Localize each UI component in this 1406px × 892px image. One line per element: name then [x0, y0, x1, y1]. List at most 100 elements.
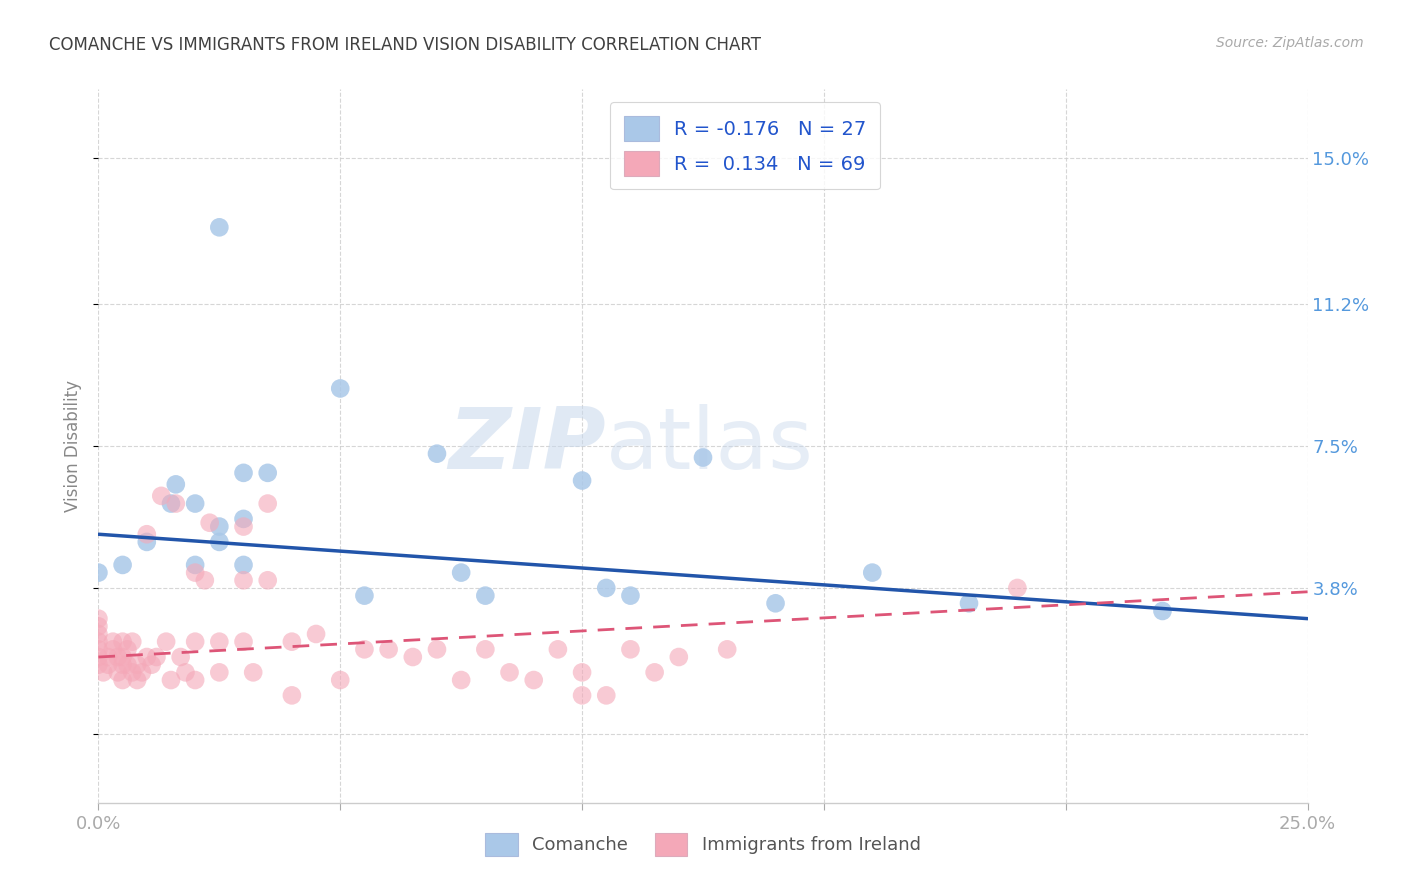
Point	[232, 634, 254, 648]
Point	[595, 689, 617, 703]
Point	[281, 634, 304, 648]
Point	[101, 634, 124, 648]
Text: atlas: atlas	[606, 404, 814, 488]
Point	[571, 665, 593, 680]
Point	[426, 642, 449, 657]
Point	[111, 650, 134, 665]
Point	[135, 650, 157, 665]
Point	[150, 489, 173, 503]
Point	[198, 516, 221, 530]
Point	[101, 642, 124, 657]
Point	[111, 657, 134, 672]
Point	[87, 657, 110, 672]
Point	[111, 634, 134, 648]
Point	[450, 566, 472, 580]
Point	[97, 650, 120, 665]
Point	[692, 450, 714, 465]
Point	[87, 566, 110, 580]
Point	[87, 627, 110, 641]
Point	[169, 650, 191, 665]
Point	[91, 665, 114, 680]
Point	[474, 642, 496, 657]
Point	[450, 673, 472, 687]
Point	[145, 650, 167, 665]
Point	[135, 527, 157, 541]
Point	[353, 642, 375, 657]
Point	[131, 665, 153, 680]
Point	[111, 673, 134, 687]
Point	[155, 634, 177, 648]
Text: Source: ZipAtlas.com: Source: ZipAtlas.com	[1216, 36, 1364, 50]
Point	[87, 634, 110, 648]
Point	[107, 650, 129, 665]
Point	[232, 558, 254, 572]
Point	[860, 566, 883, 580]
Point	[117, 642, 139, 657]
Point	[184, 558, 207, 572]
Point	[111, 558, 134, 572]
Point	[377, 642, 399, 657]
Point	[194, 574, 217, 588]
Point	[174, 665, 197, 680]
Point	[498, 665, 520, 680]
Point	[232, 574, 254, 588]
Point	[353, 589, 375, 603]
Point	[208, 535, 231, 549]
Point	[571, 474, 593, 488]
Point	[402, 650, 425, 665]
Point	[87, 650, 110, 665]
Point	[165, 477, 187, 491]
Point	[141, 657, 163, 672]
Point	[208, 634, 231, 648]
Point	[184, 634, 207, 648]
Point	[329, 673, 352, 687]
Point	[668, 650, 690, 665]
Point	[644, 665, 666, 680]
Point	[242, 665, 264, 680]
Point	[474, 589, 496, 603]
Point	[232, 512, 254, 526]
Point	[184, 673, 207, 687]
Point	[87, 612, 110, 626]
Point	[165, 497, 187, 511]
Point	[426, 447, 449, 461]
Point	[208, 665, 231, 680]
Point	[208, 519, 231, 533]
Point	[232, 519, 254, 533]
Point	[127, 657, 149, 672]
Point	[256, 574, 278, 588]
Point	[160, 673, 183, 687]
Point	[595, 581, 617, 595]
Point	[117, 657, 139, 672]
Point	[256, 497, 278, 511]
Point	[329, 381, 352, 395]
Text: COMANCHE VS IMMIGRANTS FROM IRELAND VISION DISABILITY CORRELATION CHART: COMANCHE VS IMMIGRANTS FROM IRELAND VISI…	[49, 36, 761, 54]
Point	[87, 642, 110, 657]
Point	[256, 466, 278, 480]
Point	[571, 689, 593, 703]
Point	[281, 689, 304, 703]
Point	[765, 596, 787, 610]
Point	[160, 497, 183, 511]
Point	[1007, 581, 1029, 595]
Point	[305, 627, 328, 641]
Text: ZIP: ZIP	[449, 404, 606, 488]
Y-axis label: Vision Disability: Vision Disability	[65, 380, 83, 512]
Point	[523, 673, 546, 687]
Point	[716, 642, 738, 657]
Point	[619, 642, 641, 657]
Point	[127, 673, 149, 687]
Point	[1152, 604, 1174, 618]
Point	[184, 566, 207, 580]
Point	[232, 466, 254, 480]
Point	[121, 634, 143, 648]
Point	[619, 589, 641, 603]
Point	[547, 642, 569, 657]
Point	[107, 665, 129, 680]
Point	[87, 619, 110, 633]
Point	[208, 220, 231, 235]
Point	[97, 657, 120, 672]
Point	[135, 535, 157, 549]
Legend: Comanche, Immigrants from Ireland: Comanche, Immigrants from Ireland	[477, 824, 929, 865]
Point	[184, 497, 207, 511]
